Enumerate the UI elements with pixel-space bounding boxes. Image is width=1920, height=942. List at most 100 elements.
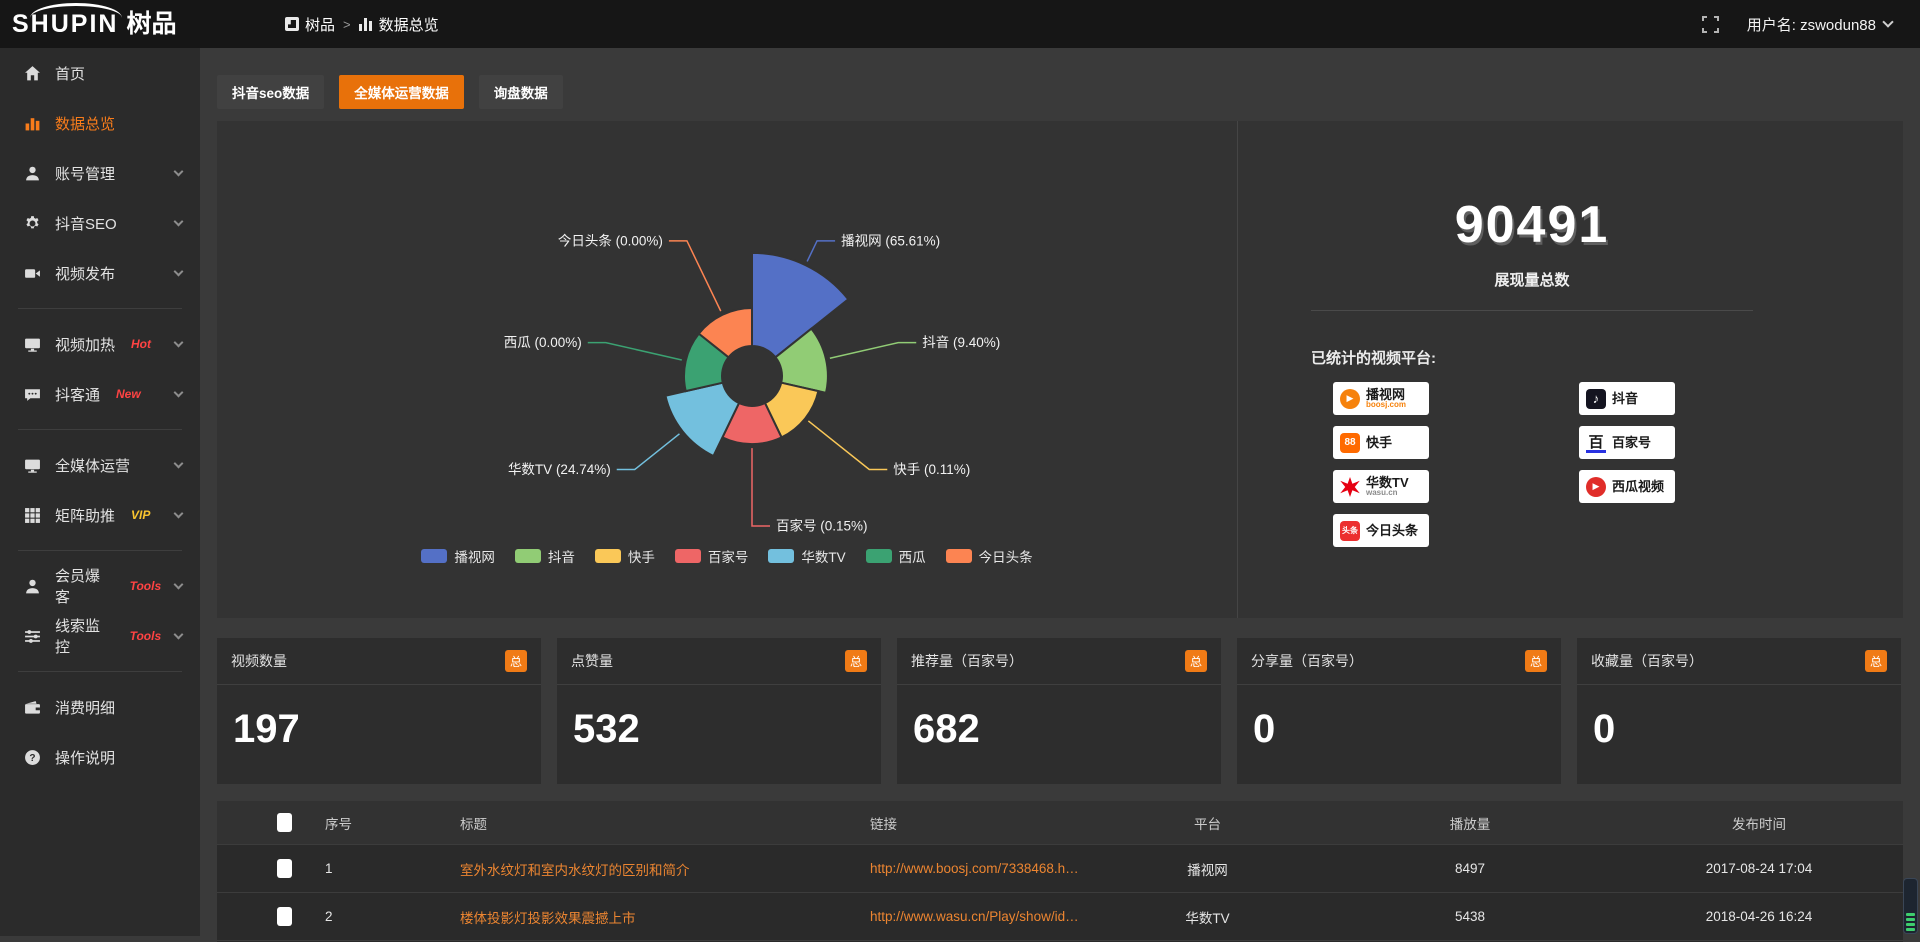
pie-label-leader [830,343,916,359]
fullscreen-icon[interactable] [1702,16,1719,33]
legend-item-快手[interactable]: 快手 [595,546,655,566]
chevron-down-icon [174,509,184,519]
sidebar-item-clue-monitor[interactable]: 线索监控 Tools [0,611,200,661]
breadcrumb-current[interactable]: 数据总览 [359,14,439,35]
sidebar-item-video-heat[interactable]: 视频加热 Hot [0,319,200,369]
row-checkbox[interactable] [277,859,292,878]
sliders-icon [24,628,41,645]
legend-label: 华数TV [801,546,845,566]
legend-label: 西瓜 [899,546,926,566]
overview-panel: 播视网 (65.61%)抖音 (9.40%)快手 (0.11%)百家号 (0.1… [217,121,1903,618]
new-badge: New [116,387,141,401]
chevron-down-icon [174,459,184,469]
chevron-down-icon [174,388,184,398]
legend-swatch [595,549,621,563]
legend-item-华数TV[interactable]: 华数TV [768,546,845,566]
sidebar-item-account[interactable]: 账号管理 [0,148,200,198]
tools-badge: Tools [130,579,162,593]
legend-item-西瓜[interactable]: 西瓜 [866,546,926,566]
breadcrumb-separator: > [343,17,351,32]
stat-value: 0 [1237,685,1561,752]
grid-icon [24,507,41,524]
total-badge: 总 [1525,650,1547,672]
stat-card-shares: 分享量（百家号） 总 0 [1237,638,1561,784]
data-tabs: 抖音seo数据 全媒体运营数据 询盘数据 [217,75,1903,109]
select-all-checkbox[interactable] [277,813,292,832]
total-badge: 总 [1865,650,1887,672]
sidebar-item-doukestong[interactable]: 抖客通 New [0,369,200,419]
monitor-icon [24,336,41,353]
chevron-down-icon [174,267,184,277]
svg-text:?: ? [29,753,35,764]
sidebar-item-data-overview[interactable]: 数据总览 [0,98,200,148]
legend-swatch [768,549,794,563]
platform-badge-toutiao: 头条 今日头条 [1333,514,1429,547]
tab-douyin-seo-data[interactable]: 抖音seo数据 [217,75,324,109]
sidebar-item-omnimedia[interactable]: 全媒体运营 [0,440,200,490]
monitor-icon [24,457,41,474]
chevron-down-icon [174,630,184,640]
hot-badge: Hot [131,337,151,351]
toutiao-logo-icon: 头条 [1340,521,1360,541]
platform-badge-wasu: 华数TV wasu.cn [1333,470,1429,503]
pie-label-leader [669,241,721,311]
username-label: 用户名: zswodun88 [1747,14,1876,35]
sidebar-item-matrix-boost[interactable]: 矩阵助推 VIP [0,490,200,540]
breadcrumb-root[interactable]: 树品 [285,14,335,35]
app-icon [285,17,299,31]
gear-icon [24,215,41,232]
sidebar-item-douyin-seo[interactable]: 抖音SEO [0,198,200,248]
floating-widget[interactable] [1903,878,1918,934]
legend-swatch [946,549,972,563]
stat-card-favorites: 收藏量（百家号） 总 0 [1577,638,1901,784]
user-menu[interactable]: 用户名: zswodun88 [1747,14,1892,35]
legend-swatch [515,549,541,563]
sidebar-item-spending-details[interactable]: 消费明细 [0,682,200,732]
boosj-logo-icon: ▶ [1340,389,1360,409]
tab-omnimedia-data[interactable]: 全媒体运营数据 [339,75,464,109]
xigua-logo-icon: ▶ [1586,477,1606,497]
video-title-link[interactable]: 楼体投影灯投影效果震撼上市 [450,907,860,927]
legend-swatch [866,549,892,563]
pie-slice-华数TV[interactable] [665,383,739,456]
video-url-link[interactable]: http://www.boosj.com/7338468.html [860,861,1090,876]
rose-chart-svg[interactable]: 播视网 (65.61%)抖音 (9.40%)快手 (0.11%)百家号 (0.1… [217,121,1237,618]
legend-item-今日头条[interactable]: 今日头条 [946,546,1033,566]
legend-item-播视网[interactable]: 播视网 [421,546,495,566]
sidebar-divider [18,550,182,551]
legend-item-百家号[interactable]: 百家号 [675,546,749,566]
legend-label: 抖音 [548,546,575,566]
platform-badge-boosj: ▶ 播视网 boosj.com [1333,382,1429,415]
logo-text-en: SHUPIN [12,12,118,37]
bar-chart-icon [359,18,373,31]
stat-value: 0 [1577,685,1901,752]
table-header-row: 序号 标题 链接 平台 播放量 发布时间 [217,801,1903,844]
sidebar-item-member-leads[interactable]: 会员爆客 Tools [0,561,200,611]
video-title-link[interactable]: 室外水纹灯和室内水纹灯的区别和简介 [450,859,860,879]
sidebar-item-video-publish[interactable]: 视频发布 [0,248,200,298]
video-camera-icon [24,265,41,282]
videos-table: 序号 标题 链接 平台 播放量 发布时间 1 室外水纹灯和室内水纹灯的区别和简介… [217,801,1903,942]
total-badge: 总 [1185,650,1207,672]
video-url-link[interactable]: http://www.wasu.cn/Play/show/id/952… [860,909,1090,924]
chevron-down-icon [174,580,184,590]
total-badge: 总 [845,650,867,672]
rose-pie-chart[interactable]: 播视网 (65.61%)抖音 (9.40%)快手 (0.11%)百家号 (0.1… [217,121,1237,618]
tab-inquiry-data[interactable]: 询盘数据 [479,75,563,109]
app-logo: SHUPIN 树品 [0,12,230,37]
platform-badge-douyin: ♪ 抖音 [1579,382,1675,415]
sidebar-item-instructions[interactable]: ? 操作说明 [0,732,200,782]
chart-legend: 播视网 抖音快手百家号 华数TV 西瓜今日头条 [217,546,1237,566]
sidebar-item-home[interactable]: 首页 [0,48,200,98]
stat-cards-row: 视频数量 总 197 点赞量 总 532 推荐量（百家号） 总 682 分享量（… [217,638,1903,784]
user-icon [24,165,41,182]
table-row: 1 室外水纹灯和室内水纹灯的区别和简介 http://www.boosj.com… [217,844,1903,892]
legend-swatch [675,549,701,563]
chevron-down-icon [174,338,184,348]
chevron-down-icon [174,167,184,177]
pie-label-西瓜: 西瓜 (0.00%) [504,335,582,350]
row-checkbox[interactable] [277,907,292,926]
sidebar-divider [18,671,182,672]
stat-value: 682 [897,685,1221,752]
legend-item-抖音[interactable]: 抖音 [515,546,575,566]
